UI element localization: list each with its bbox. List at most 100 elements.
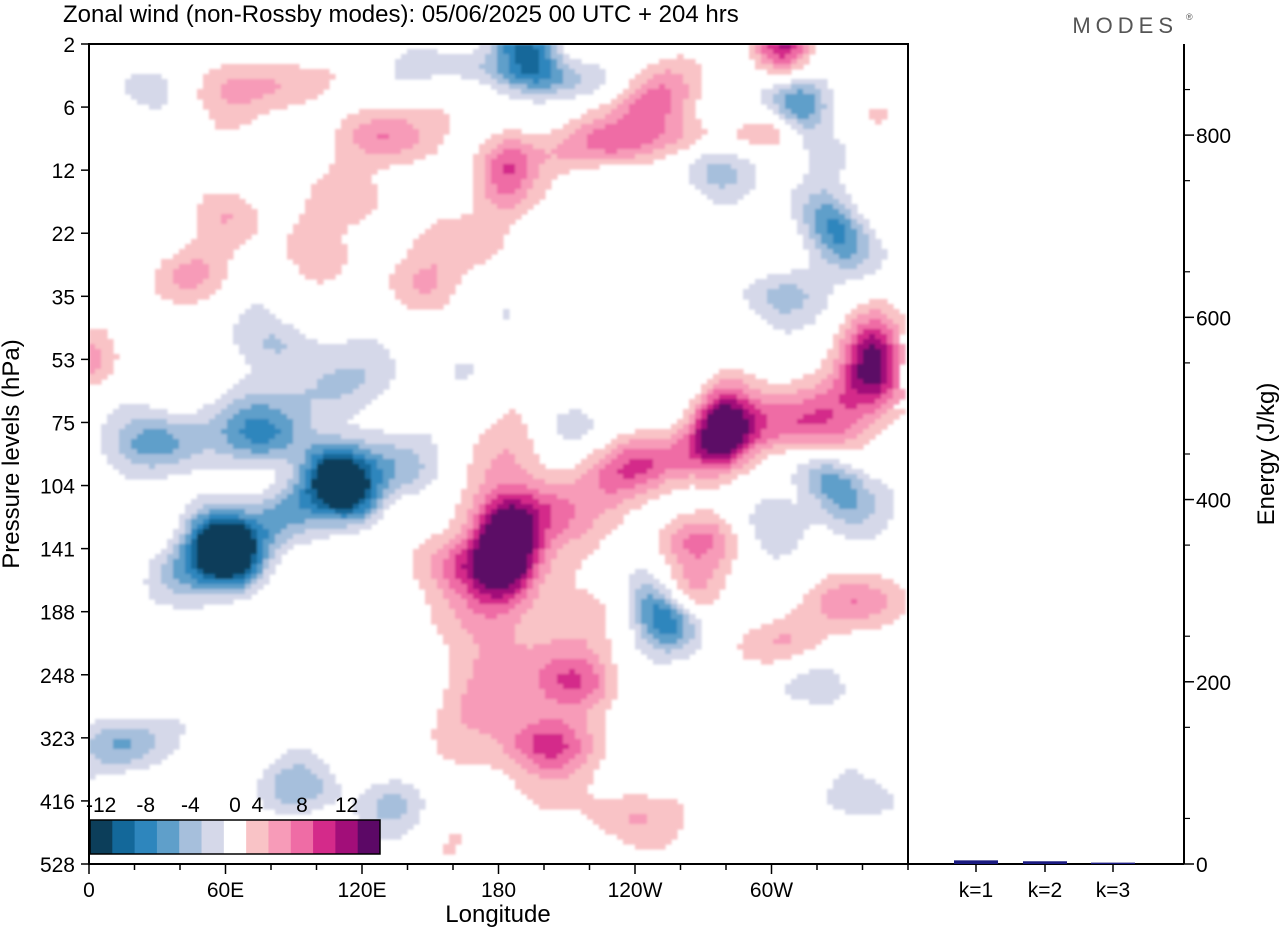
heatmap-cell: [701, 384, 714, 390]
heatmap-cell: [365, 489, 372, 495]
heatmap-cell: [689, 89, 702, 95]
heatmap-cell: [323, 374, 366, 380]
heatmap-cell: [635, 429, 678, 435]
heatmap-cell: [227, 424, 246, 430]
heatmap-cell: [197, 524, 204, 530]
heatmap-cell: [197, 509, 210, 515]
heatmap-cell: [473, 189, 486, 195]
heatmap-cell: [515, 459, 540, 465]
heatmap-cell: [197, 224, 258, 230]
heatmap-cell: [233, 329, 300, 335]
heatmap-cell: [239, 314, 276, 320]
heatmap-cell: [863, 229, 876, 235]
heatmap-cell: [209, 419, 228, 425]
heatmap-cell: [161, 549, 174, 555]
heatmap-cell: [833, 234, 846, 240]
heatmap-cell: [881, 609, 906, 615]
heatmap-cell: [629, 589, 636, 595]
heatmap-cell: [713, 544, 726, 550]
heatmap-cell: [533, 744, 570, 750]
heatmap-cell: [359, 819, 420, 825]
heatmap-cell: [761, 659, 774, 665]
heatmap-cell: [725, 534, 738, 540]
heatmap-cell: [683, 104, 696, 110]
heatmap-cell: [251, 569, 258, 575]
heatmap-cell: [521, 579, 528, 585]
heatmap-cell: [845, 354, 852, 360]
heatmap-cell: [503, 139, 522, 145]
heatmap-cell: [371, 464, 378, 470]
heatmap-cell: [629, 624, 642, 630]
heatmap-cell: [407, 254, 492, 260]
heatmap-cell: [671, 534, 690, 540]
heatmap-cell: [257, 794, 276, 800]
heatmap-cell: [761, 409, 816, 415]
heatmap-cell: [749, 514, 834, 520]
colorbar-label: 4: [251, 794, 263, 817]
heatmap-cell: [671, 649, 696, 655]
heatmap-cell: [689, 434, 696, 440]
heatmap-cell: [467, 629, 516, 635]
heatmap-cell: [773, 324, 804, 330]
heatmap-cell: [857, 359, 864, 365]
heatmap-cell: [659, 544, 672, 550]
heatmap-cell: [839, 399, 876, 405]
heatmap-cell: [335, 159, 414, 165]
heatmap-cell: [845, 314, 858, 320]
heatmap-cell: [815, 84, 828, 90]
heatmap-cell: [227, 404, 252, 410]
heatmap-cell: [251, 574, 258, 580]
heatmap-cell: [839, 394, 882, 400]
heatmap-cell: [683, 634, 696, 640]
heatmap-cell: [599, 679, 606, 685]
y-tick-label: 104: [40, 476, 75, 499]
heatmap-cell: [479, 644, 528, 650]
heatmap-cell: [101, 444, 120, 450]
heatmap-cell: [461, 539, 468, 545]
heatmap-cell: [881, 389, 888, 395]
heatmap-cell: [773, 109, 780, 115]
heatmap-cell: [599, 654, 612, 660]
colorbar-swatch: [112, 820, 136, 854]
heatmap-cell: [299, 469, 306, 475]
heatmap-cell: [545, 529, 564, 535]
heatmap-cell: [551, 49, 558, 55]
heatmap-cell: [779, 434, 858, 440]
heatmap-cell: [677, 429, 690, 435]
heatmap-cell: [515, 44, 534, 50]
heatmap-cell: [671, 519, 726, 525]
heatmap-cell: [293, 429, 318, 435]
heatmap-cell: [305, 529, 360, 535]
heatmap-cell: [515, 59, 540, 65]
heatmap-cell: [473, 194, 486, 200]
heatmap-cell: [419, 469, 438, 475]
heatmap-cell: [629, 584, 642, 590]
heatmap-cell: [803, 204, 822, 210]
heatmap-cell: [683, 644, 702, 650]
heatmap-cell: [857, 234, 870, 240]
heatmap-cell: [197, 549, 258, 555]
heatmap-cell: [869, 319, 882, 325]
heatmap-cell: [215, 124, 240, 130]
heatmap-cell: [689, 84, 702, 90]
heatmap-cell: [509, 69, 522, 75]
heatmap-cell: [185, 564, 192, 570]
heatmap-cell: [209, 509, 246, 515]
heatmap-cell: [197, 214, 222, 220]
heatmap-cell: [119, 404, 150, 410]
heatmap-cell: [833, 364, 840, 370]
heatmap-cell: [431, 729, 480, 735]
heatmap-cell: [527, 159, 546, 165]
heatmap-cell: [485, 499, 492, 505]
heatmap-cell: [293, 439, 366, 445]
heatmap-cell: [317, 379, 366, 385]
heatmap-cell: [833, 204, 846, 210]
heatmap-cell: [893, 394, 906, 400]
heatmap-cell: [497, 44, 504, 50]
heatmap-cell: [809, 474, 822, 480]
heatmap-cell: [365, 454, 384, 460]
heatmap-cell: [851, 334, 858, 340]
heatmap-cell: [677, 624, 684, 630]
heatmap-cell: [779, 44, 792, 50]
heatmap-cell: [821, 484, 852, 490]
